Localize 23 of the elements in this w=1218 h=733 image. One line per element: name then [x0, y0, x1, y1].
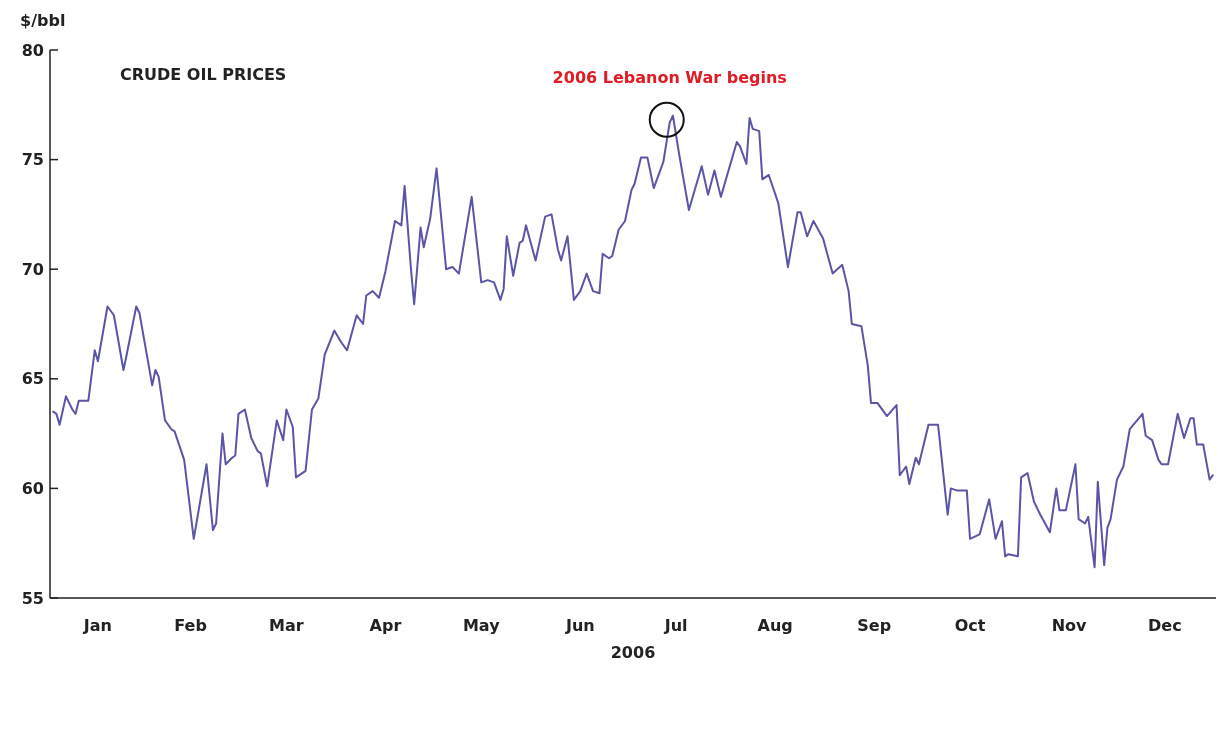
y-tick-label: 80	[21, 40, 44, 60]
x-tick-label: Jul	[663, 616, 688, 635]
x-tick-label: Dec	[1148, 616, 1182, 635]
y-tick-label: 75	[21, 150, 44, 170]
annotation: 2006 Lebanon War begins	[552, 67, 787, 87]
y-tick-label: 60	[21, 479, 44, 498]
x-tick-label: Nov	[1051, 616, 1088, 635]
x-tick-label: Sep	[857, 616, 892, 635]
line-series	[52, 114, 1214, 569]
x-tick-label: Feb	[174, 616, 207, 635]
x-axis-title: 2006	[610, 643, 656, 662]
y-tick-label: 70	[21, 259, 44, 279]
x-tick-label: Aug	[757, 616, 793, 635]
x-tick-label: Mar	[269, 616, 304, 635]
x-tick-label: Apr	[369, 616, 402, 635]
y-axis-title: $/bbl	[20, 11, 66, 30]
x-tick-label: Oct	[954, 616, 986, 635]
y-tick-label: 55	[21, 588, 44, 608]
y-tick-label: 65	[21, 369, 44, 389]
x-tick-label: May	[462, 616, 501, 635]
text: CRUDE OIL PRICES	[120, 65, 287, 84]
x-tick-label: Jan	[82, 616, 112, 635]
x-tick-label: Jun	[564, 616, 595, 635]
